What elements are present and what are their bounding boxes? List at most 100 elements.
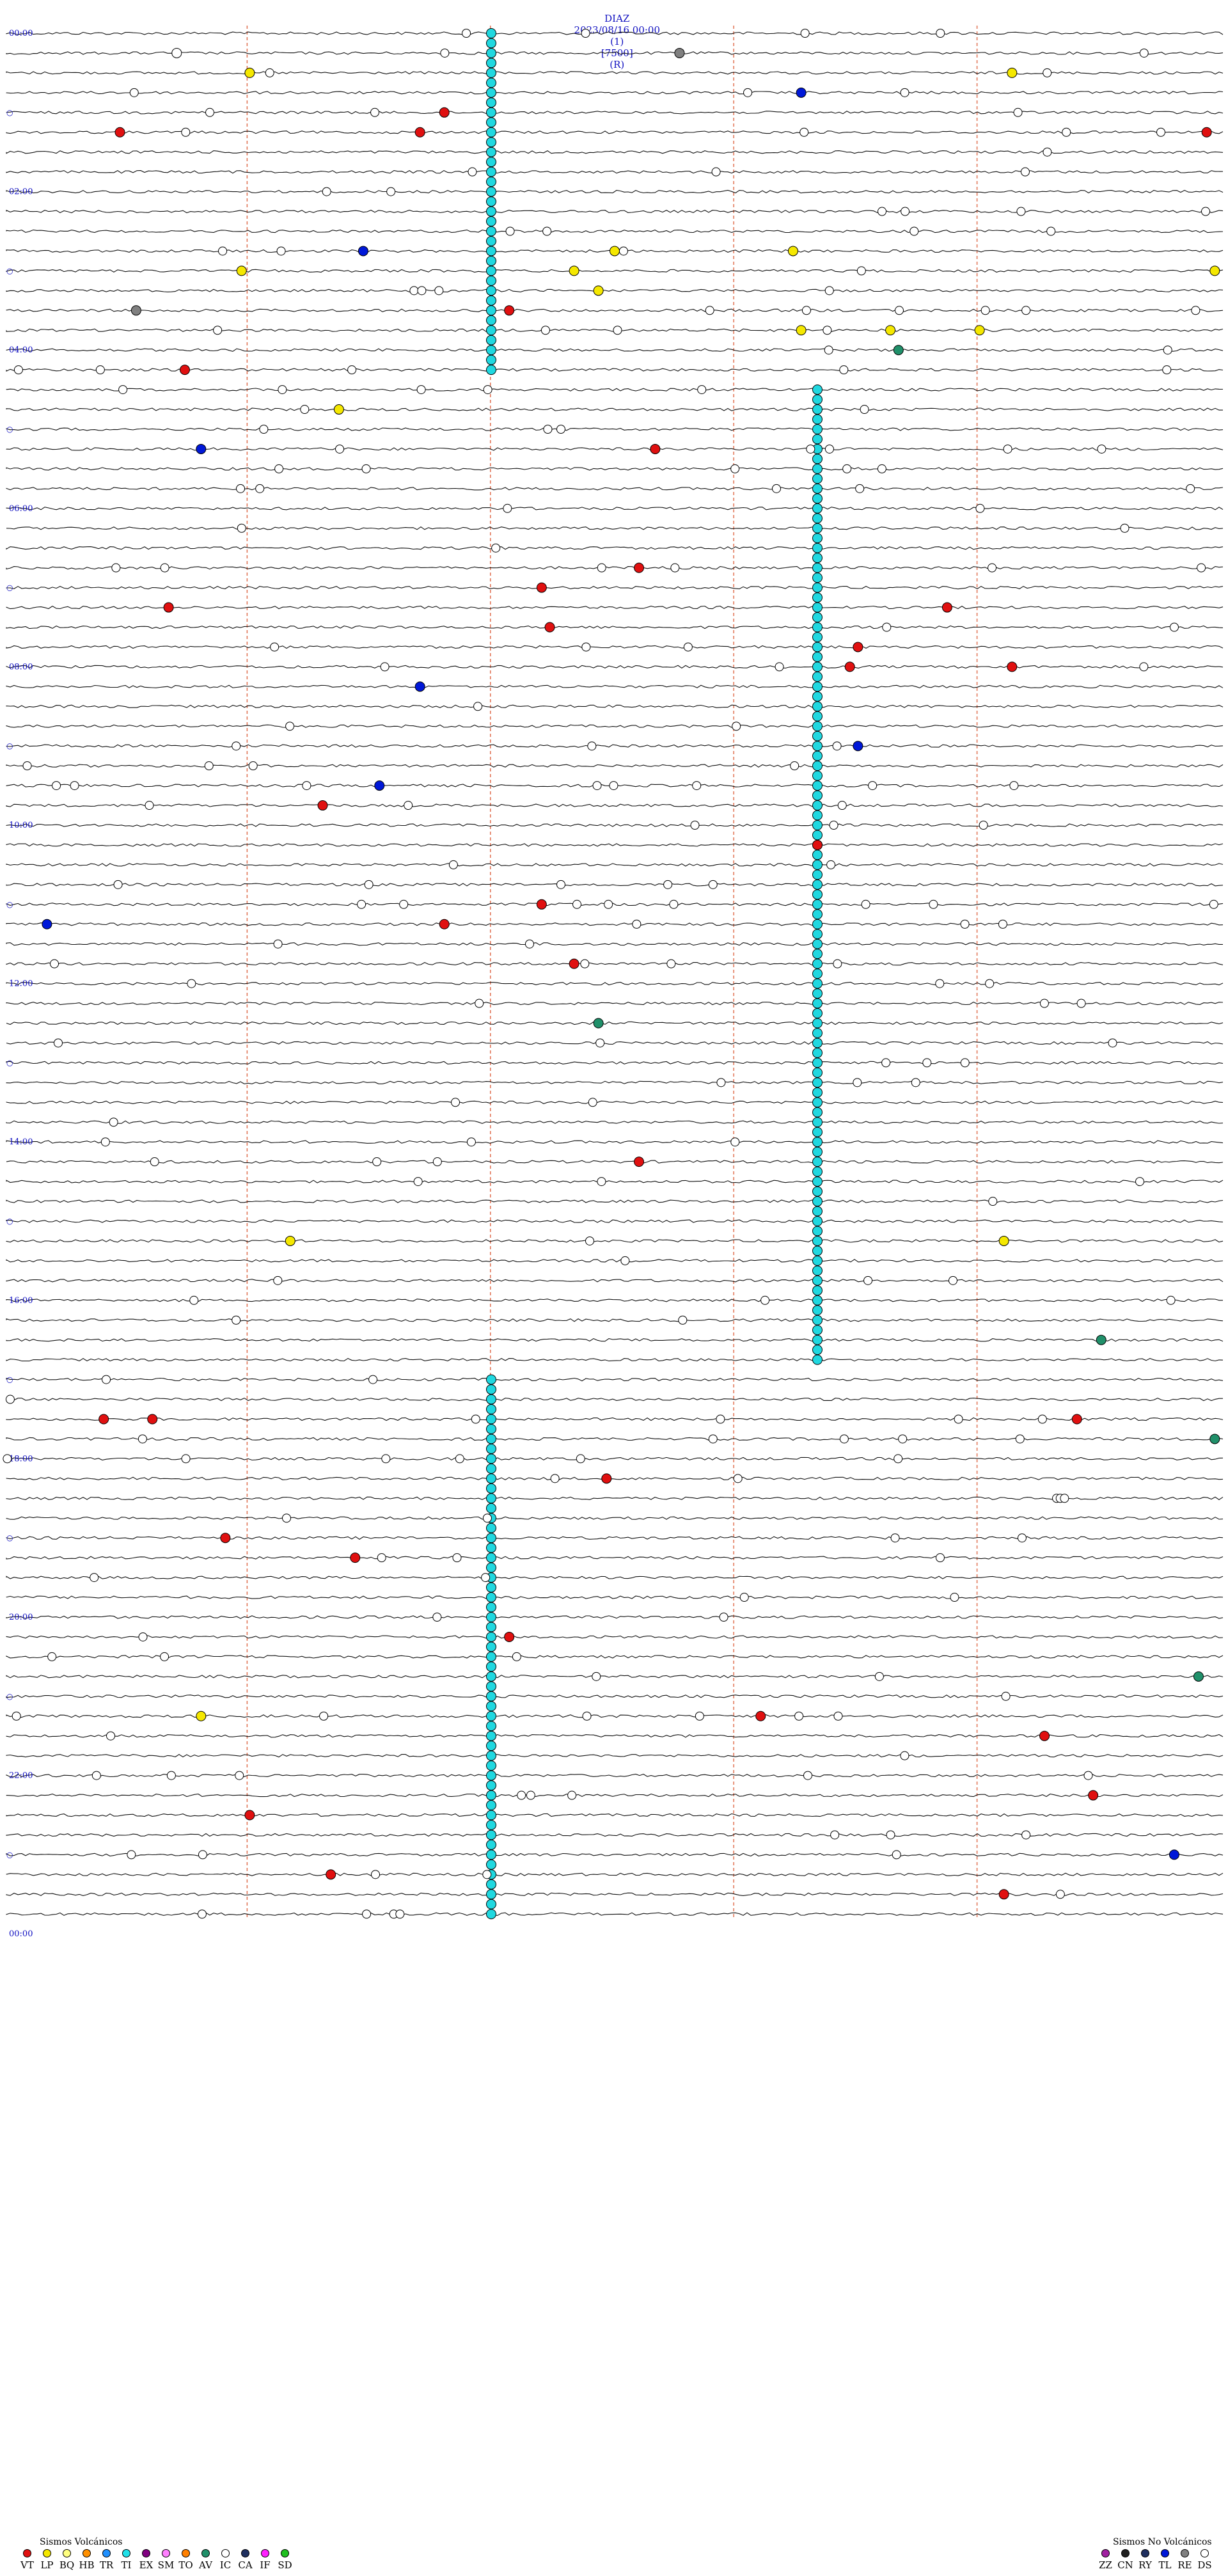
tremor-marker [486, 1810, 496, 1821]
event-marker-ic [576, 1454, 585, 1464]
tremor-marker [812, 750, 823, 761]
legend-item-sd: SD [275, 2549, 295, 2571]
tremor-marker [812, 1008, 823, 1019]
station-label: DIAZ [604, 13, 630, 24]
event-marker-ic [145, 801, 154, 810]
event-marker-ic [582, 1711, 592, 1721]
event-marker-ic [395, 1909, 405, 1919]
event-marker-ic [95, 365, 105, 375]
tremor-marker [812, 691, 823, 702]
event-marker-ic [466, 1137, 476, 1147]
tremor-marker [812, 642, 823, 652]
tremor-marker [812, 701, 823, 712]
event-marker-ic [3, 1454, 12, 1464]
tremor-marker [486, 1612, 496, 1622]
tremor-marker [812, 573, 823, 583]
event-marker-av [893, 345, 904, 356]
legend-code: TI [121, 2559, 132, 2571]
tremor-marker [812, 1245, 823, 1256]
tremor-marker [486, 1879, 496, 1890]
event-marker-ic [236, 484, 246, 493]
tremor-marker [486, 1374, 496, 1385]
trace-line [6, 348, 1224, 352]
trace-line [6, 605, 1224, 610]
event-marker-ic [335, 444, 345, 454]
event-marker-lp [796, 325, 807, 336]
event-marker-ic [273, 939, 283, 949]
tremor-marker [486, 97, 496, 108]
trace-line [6, 724, 1224, 728]
tremor-marker [486, 1582, 496, 1593]
tremor-marker [486, 1889, 496, 1900]
legend-item-tr: TR [97, 2549, 116, 2571]
tremor-marker [812, 434, 823, 445]
event-marker-ic [181, 1454, 191, 1464]
hour-tick: ○ [6, 1533, 13, 1542]
trace-line [6, 1397, 1223, 1402]
event-marker-ic [620, 1256, 630, 1265]
event-marker-ic [824, 345, 833, 355]
event-marker-ic [922, 1058, 932, 1068]
tremor-marker [812, 770, 823, 781]
tremor-marker [486, 1493, 496, 1504]
event-marker-ic [806, 444, 815, 454]
tremor-marker [812, 1038, 823, 1048]
event-marker-ic [361, 464, 371, 473]
tremor-marker [812, 929, 823, 940]
event-marker-ic [692, 781, 702, 791]
tremor-marker [486, 226, 496, 237]
legend-code: SM [157, 2559, 175, 2571]
trace-line [6, 704, 1224, 708]
legend-swatch [182, 2549, 190, 2557]
tremor-marker [486, 1473, 496, 1484]
tremor-marker [486, 1522, 496, 1533]
event-marker-ic [1046, 226, 1056, 236]
legend-item-ca: CA [235, 2549, 255, 2571]
trace-line [6, 684, 1224, 689]
event-marker-ic [512, 1652, 521, 1661]
event-marker-ic [855, 484, 865, 493]
legend-item-to: TO [176, 2549, 196, 2571]
event-marker-ic [455, 1454, 464, 1464]
event-marker-ic [730, 464, 740, 473]
event-marker-ic [1076, 999, 1086, 1008]
trace-line [6, 1061, 1224, 1065]
event-marker-re [853, 741, 863, 752]
event-marker-ic [666, 959, 676, 968]
event-marker-ic [632, 919, 642, 929]
trace-line [6, 288, 1224, 292]
tremor-marker [486, 1384, 496, 1395]
event-marker-ic [1120, 523, 1130, 533]
legend-code: HB [79, 2559, 95, 2571]
trace-line [6, 487, 1224, 491]
legend-swatch [23, 2549, 31, 2557]
tremor-marker [812, 1216, 823, 1226]
event-marker-re [358, 246, 368, 257]
event-marker-ic [47, 1652, 57, 1661]
tremor-marker [486, 28, 496, 38]
event-marker-ic [1003, 444, 1012, 454]
trace-line [6, 1496, 1224, 1501]
event-marker-ic [1156, 127, 1166, 137]
event-marker-ic [109, 1118, 118, 1127]
trace-line [6, 1556, 1224, 1560]
trace-line [6, 585, 1224, 590]
event-marker-vt [812, 839, 823, 850]
tremor-marker [486, 1483, 496, 1494]
tremor-marker [486, 285, 496, 296]
event-marker-ic [890, 1533, 900, 1543]
tremor-marker [812, 1305, 823, 1316]
event-marker-ic [587, 741, 597, 751]
event-marker-ic [567, 1790, 577, 1800]
event-marker-lp [593, 285, 604, 296]
event-marker-ic [832, 741, 842, 751]
tremor-marker [812, 582, 823, 593]
tremor-marker [812, 473, 823, 484]
tremor-marker [486, 1434, 496, 1444]
event-marker-ic [960, 919, 970, 929]
event-marker-ic [892, 1850, 901, 1860]
event-marker-vt [1201, 127, 1212, 138]
event-marker-ic [12, 1711, 21, 1721]
event-marker-ic [106, 1731, 116, 1741]
tremor-marker [486, 1592, 496, 1603]
